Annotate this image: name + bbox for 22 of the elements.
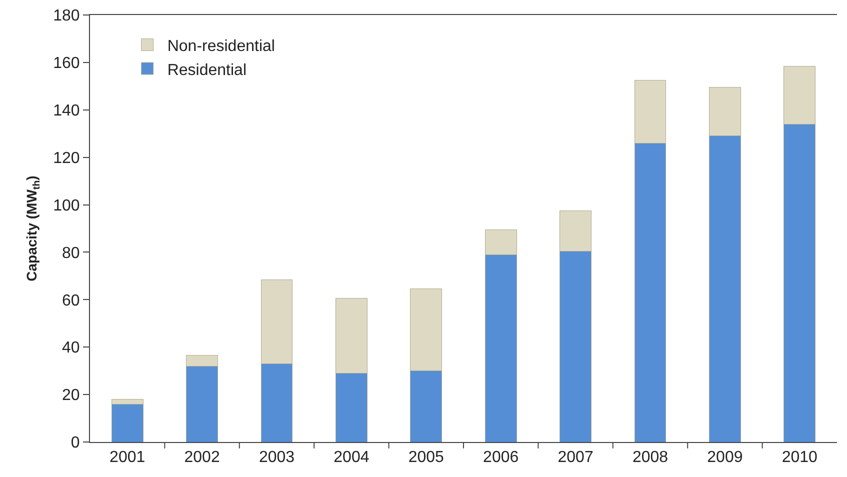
x-tick-label: 2004 <box>334 449 370 466</box>
x-tick-label: 2009 <box>707 449 743 466</box>
x-tick-label: 2010 <box>782 449 818 466</box>
y-tick-label: 0 <box>70 434 80 452</box>
y-tick-label: 120 <box>53 150 80 167</box>
x-tick-label: 2001 <box>110 449 146 466</box>
y-tick-label: 140 <box>53 102 80 120</box>
x-tick-label: 2003 <box>258 449 295 466</box>
x-tick-label: 2007 <box>558 449 594 466</box>
y-tick-label: 20 <box>62 387 80 404</box>
x-tick-label: 2002 <box>184 449 220 466</box>
legend-label: Non-residential <box>167 38 275 55</box>
y-tick-label: 160 <box>53 55 80 72</box>
y-tick-label: 40 <box>62 340 80 357</box>
x-tick-label: 2006 <box>483 449 519 466</box>
legend-label: Residential <box>167 62 247 79</box>
y-tick-label: 180 <box>53 8 80 25</box>
y-tick-label: 80 <box>62 244 80 262</box>
y-tick-label: 100 <box>53 197 80 214</box>
x-tick-label: 2005 <box>408 449 444 466</box>
x-tick-label: 2008 <box>632 449 668 466</box>
y-tick-label: 60 <box>62 292 80 310</box>
